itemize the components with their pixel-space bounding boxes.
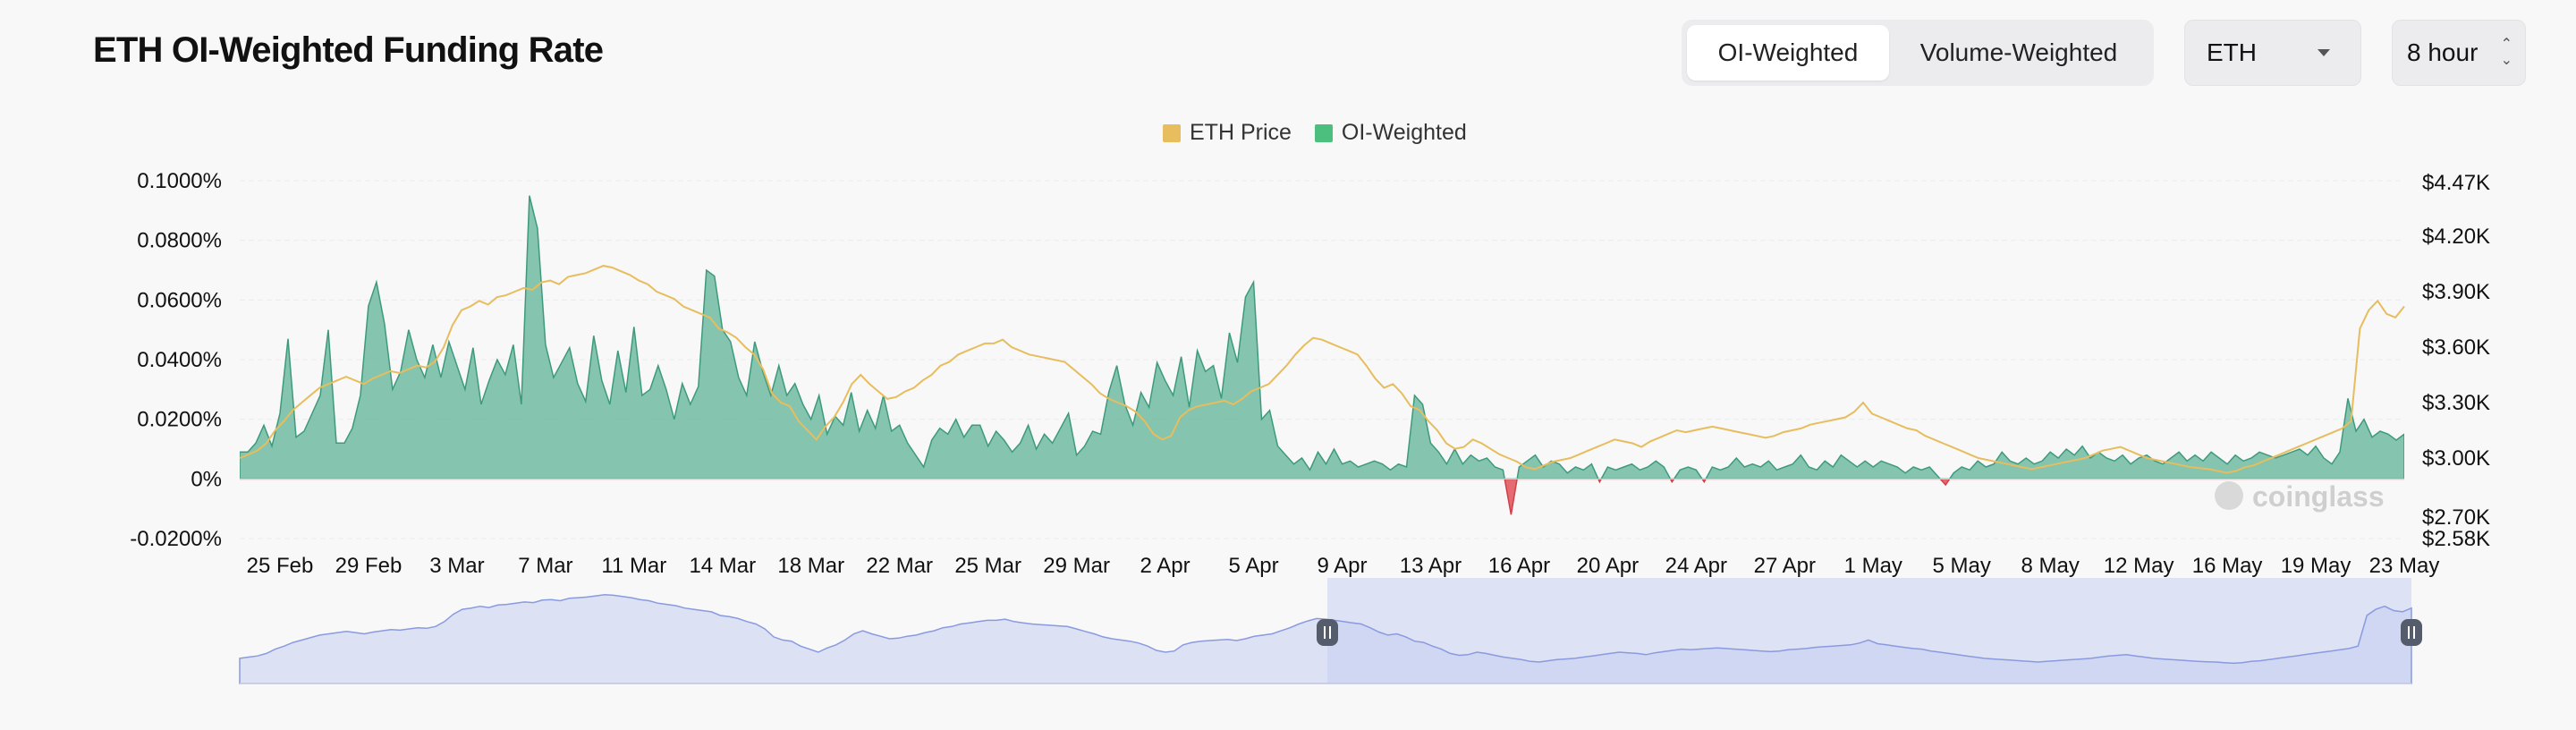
x-tick-label: 14 Mar: [689, 554, 756, 578]
x-tick-label: 25 Feb: [247, 554, 314, 578]
legend-label-oi-weighted: OI-Weighted: [1341, 120, 1467, 145]
y-tick-label-left: 0.0600%: [137, 288, 222, 312]
x-tick-label: 16 Apr: [1488, 554, 1550, 578]
x-tick-label: 11 Mar: [601, 554, 666, 578]
watermark-group: coinglass: [2215, 480, 2385, 513]
x-tick-label: 5 May: [1933, 554, 1991, 578]
y-tick-label-right: $3.90K: [2422, 280, 2490, 304]
oi-weighted-button[interactable]: OI-Weighted: [1687, 25, 1889, 81]
interval-select[interactable]: 8 hour ⌃ ⌄: [2392, 20, 2526, 86]
y-tick-label-right: $2.70K: [2422, 505, 2490, 530]
chevron-down-icon: [2318, 49, 2330, 56]
up-down-arrows-icon: ⌃ ⌄: [2500, 37, 2512, 68]
y-tick-label-left: -0.0200%: [130, 527, 222, 551]
legend-swatch-oi-weighted: [1314, 123, 1333, 142]
x-tick-label: 22 Mar: [866, 554, 933, 578]
y-tick-label-right: $4.47K: [2422, 171, 2490, 195]
legend-swatch-eth-price: [1163, 123, 1181, 142]
x-tick-label: 13 Apr: [1400, 554, 1462, 578]
x-tick-label: 5 Apr: [1229, 554, 1279, 578]
x-tick-label: 25 Mar: [954, 554, 1021, 578]
range-navigator: [239, 578, 2422, 684]
y-tick-label-right: $4.20K: [2422, 225, 2490, 249]
y-tick-label-left: 0.0800%: [137, 229, 222, 253]
legend-label-eth-price: ETH Price: [1190, 120, 1292, 145]
y-tick-label-left: 0.0200%: [137, 408, 222, 432]
x-tick-label: 7 Mar: [518, 554, 572, 578]
navigator-handle-right[interactable]: [2401, 619, 2422, 646]
coinglass-logo-icon: [2215, 481, 2243, 510]
x-axis: 25 Feb 29 Feb 3 Mar 7 Mar 11 Mar 14 Mar 18 Mar…: [247, 554, 2440, 578]
eth-price-line: [239, 265, 2405, 474]
y-tick-label-right: $3.30K: [2422, 391, 2490, 415]
x-tick-label: 1 May: [1844, 554, 1902, 578]
price-series: [239, 265, 2405, 474]
symbol-select[interactable]: ETH: [2184, 20, 2361, 86]
x-tick-label: 27 Apr: [1754, 554, 1816, 578]
legend-item-eth-price[interactable]: ETH Price: [1163, 120, 1292, 146]
x-tick-label: 9 Apr: [1317, 554, 1367, 578]
chart-legend: ETH Price OI-Weighted: [1163, 120, 1467, 146]
y-tick-label-left: 0.0400%: [137, 348, 222, 372]
y-tick-label-right: $2.58K: [2422, 527, 2490, 551]
x-tick-label: 23 May: [2369, 554, 2440, 578]
x-tick-label: 20 Apr: [1577, 554, 1639, 578]
interval-select-value: 8 hour: [2407, 38, 2479, 66]
weighting-toggle: OI-Weighted Volume-Weighted: [1682, 20, 2154, 86]
page-title: ETH OI-Weighted Funding Rate: [93, 30, 604, 70]
y-tick-label-right: $3.60K: [2422, 335, 2490, 360]
x-tick-label: 24 Apr: [1665, 554, 1727, 578]
x-tick-label: 29 Feb: [335, 554, 402, 578]
x-tick-label: 19 May: [2281, 554, 2351, 578]
volume-weighted-button[interactable]: Volume-Weighted: [1919, 38, 2118, 66]
y-tick-label-left: 0.1000%: [137, 169, 222, 193]
y-tick-label-left: 0%: [191, 467, 222, 491]
x-tick-label: 29 Mar: [1043, 554, 1110, 578]
x-tick-label: 18 Mar: [777, 554, 844, 578]
x-tick-label: 16 May: [2192, 554, 2263, 578]
left-y-axis: 0.1000% 0.0800% 0.0600% 0.0400% 0.0200% 0% -0.…: [130, 169, 222, 551]
x-tick-label: 3 Mar: [429, 554, 484, 578]
x-tick-label: 8 May: [2021, 554, 2079, 578]
navigator-handle-left[interactable]: [1317, 619, 1338, 646]
x-tick-label: 12 May: [2104, 554, 2174, 578]
positive-funding-area: [240, 195, 2404, 480]
x-tick-label: 2 Apr: [1140, 554, 1191, 578]
right-y-axis: $4.47K $4.20K $3.90K $3.60K $3.30K $3.00K $2.7…: [2422, 171, 2490, 551]
symbol-select-value: ETH: [2207, 38, 2257, 66]
legend-item-oi-weighted[interactable]: OI-Weighted: [1314, 120, 1467, 146]
y-tick-label-right: $3.00K: [2422, 446, 2490, 471]
funding-areas: [240, 195, 2404, 515]
watermark-text: coinglass: [2252, 480, 2385, 513]
